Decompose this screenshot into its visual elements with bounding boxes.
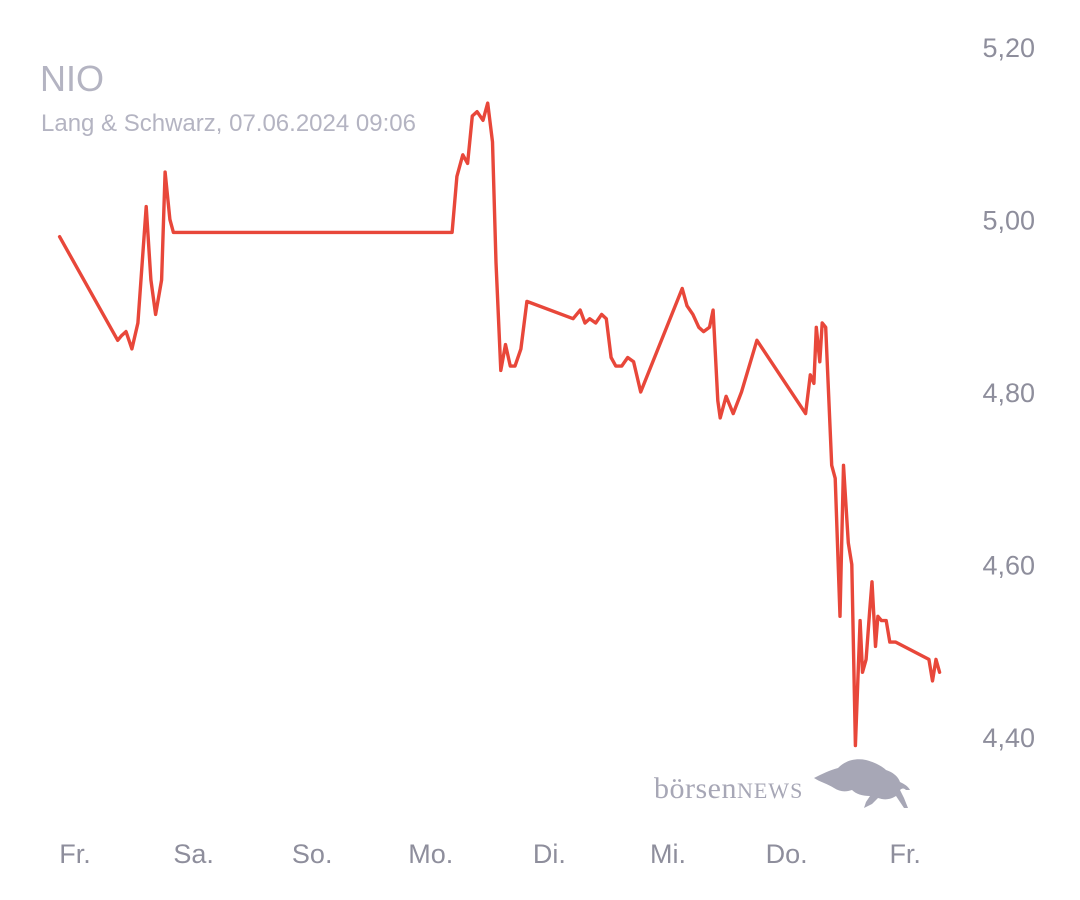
chart-title: NIO [40,58,105,99]
x-tick-label: Mi. [650,839,686,869]
logo-wordmark: börsenNEWS [654,772,803,806]
x-tick-label: So. [292,839,333,869]
bull-icon [814,759,910,808]
y-axis-ticks: 5,20 5,00 4,80 4,60 4,40 [982,33,1035,753]
x-tick-label: Di. [533,839,566,869]
y-tick-label: 5,20 [982,33,1035,63]
boersennews-logo: börsenNEWS [654,752,914,812]
x-tick-label: Mo. [408,839,453,869]
y-tick-label: 4,60 [982,551,1035,581]
x-tick-label: Do. [766,839,808,869]
y-tick-label: 4,80 [982,378,1035,408]
price-series-line [57,101,942,748]
x-tick-label: Sa. [173,839,214,869]
y-tick-label: 4,40 [982,723,1035,753]
x-axis-ticks: Fr. Sa. So. Mo. Di. Mi. Do. Fr. [59,839,921,869]
x-tick-label: Fr. [59,839,91,869]
logo-text-part1: börsen [654,772,737,805]
logo-text-part2: NEWS [736,778,804,803]
chart-subtitle: Lang & Schwarz, 07.06.2024 09:06 [41,110,416,137]
y-tick-label: 5,00 [982,206,1035,236]
x-tick-label: Fr. [889,839,921,869]
